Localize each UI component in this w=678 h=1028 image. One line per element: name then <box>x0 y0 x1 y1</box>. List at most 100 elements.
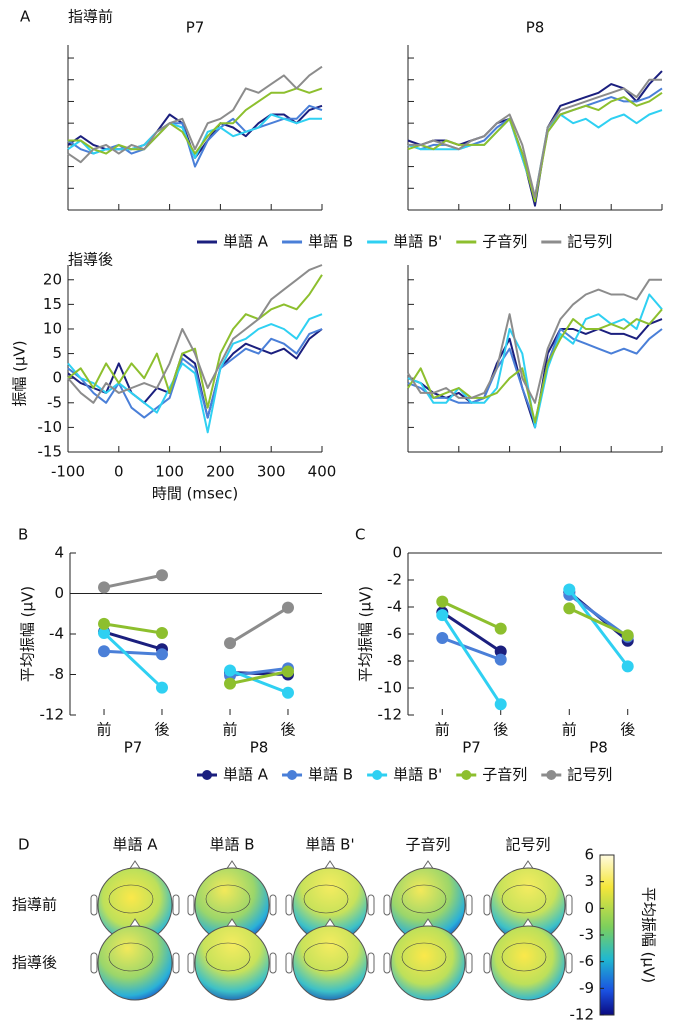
waveform <box>407 109 663 198</box>
waveform <box>67 274 323 409</box>
dot <box>563 602 576 615</box>
legend-label: 子音列 <box>482 233 527 251</box>
dot <box>436 609 449 622</box>
y-tick-label: 4 <box>54 544 64 562</box>
legend-label: 記号列 <box>567 766 612 784</box>
y-tick-label: 0 <box>52 369 62 387</box>
x-tick-label: 前 <box>97 721 112 739</box>
x-tick-label: 前 <box>435 721 450 739</box>
dot <box>621 660 634 673</box>
scalp-map <box>390 925 466 1001</box>
legend-marker <box>461 770 472 780</box>
ear <box>465 952 473 974</box>
waveform <box>407 87 663 198</box>
ear <box>565 894 573 916</box>
dot <box>98 626 111 639</box>
legend-label: 単語 B' <box>393 233 442 251</box>
group-label: P7 <box>124 739 143 757</box>
ear <box>90 952 98 974</box>
dot <box>224 664 237 677</box>
y-tick-label: -4 <box>387 598 402 616</box>
contour <box>205 942 251 972</box>
legend-label: 単語 B <box>308 766 353 784</box>
ear <box>269 952 277 974</box>
colorbar-label: 平均振幅 (μV) <box>640 887 658 983</box>
row-label: 指導前 <box>12 896 57 914</box>
y-tick-label: -8 <box>387 652 402 670</box>
pair-line <box>229 606 289 645</box>
row-label: 指導後 <box>12 954 57 972</box>
y-tick-label: -6 <box>387 625 402 643</box>
waveform <box>407 328 663 424</box>
legend-label: 単語 B <box>308 233 353 251</box>
y-tick-label: 15 <box>43 295 62 313</box>
ear <box>285 894 293 916</box>
waveform <box>407 70 663 207</box>
scalp-map <box>97 925 173 1001</box>
ear <box>367 952 375 974</box>
contour <box>401 942 447 972</box>
ear <box>187 894 195 916</box>
legend-label: 単語 A <box>223 766 269 784</box>
column-label: 子音列 <box>405 836 450 854</box>
x-tick-label: 後 <box>280 721 295 739</box>
subtitle: 指導前 <box>68 8 113 26</box>
y-tick-label: -12 <box>378 706 403 724</box>
dot <box>281 665 294 678</box>
column-label: 単語 B' <box>305 836 354 854</box>
waveform <box>67 328 323 419</box>
chart-title: P7 <box>186 19 205 37</box>
colorbar-tick-label: 3 <box>584 872 594 890</box>
subtitle: 指導後 <box>68 251 113 269</box>
pair-line <box>103 573 163 589</box>
y-tick-label: -10 <box>38 418 63 436</box>
scalp-map <box>194 925 270 1001</box>
ear <box>172 952 180 974</box>
x-tick-label: 400 <box>308 463 337 481</box>
y-axis-label: 平均振幅 (μV) <box>357 586 375 682</box>
ear <box>269 894 277 916</box>
y-tick-label: -10 <box>378 679 403 697</box>
x-tick-label: -100 <box>51 463 85 481</box>
dot <box>155 626 168 639</box>
column-label: 単語 B <box>209 836 254 854</box>
group-label: P8 <box>589 739 608 757</box>
chart-title: P8 <box>526 19 545 37</box>
contour <box>303 884 349 914</box>
dot <box>436 595 449 608</box>
waveform <box>67 264 323 404</box>
ear <box>465 894 473 916</box>
ear <box>187 952 195 974</box>
y-tick-label: 0 <box>54 584 64 602</box>
pair-line <box>103 649 163 656</box>
colorbar-tick-label: 0 <box>584 899 594 917</box>
colorbar-tick-label: -3 <box>579 926 594 944</box>
legend-label: 記号列 <box>567 233 612 251</box>
ear <box>383 952 391 974</box>
ear <box>565 952 573 974</box>
pair-line <box>441 614 502 706</box>
dot <box>224 637 237 650</box>
waveform <box>407 308 663 424</box>
contour <box>303 942 349 972</box>
panel-label: A <box>20 8 31 26</box>
y-axis-label: 平均振幅 (μV) <box>19 586 37 682</box>
y-tick-label: -2 <box>387 571 402 589</box>
waveform <box>407 278 662 404</box>
scalp-map <box>292 925 368 1001</box>
x-tick-label: 前 <box>562 721 577 739</box>
dot <box>281 601 294 614</box>
pair-line <box>441 611 502 653</box>
waveform <box>67 65 323 164</box>
y-tick-label: -15 <box>38 443 63 461</box>
waveform <box>68 87 323 155</box>
colorbar-tick-label: -12 <box>570 1006 595 1024</box>
waveform <box>407 293 663 429</box>
y-tick-label: 5 <box>52 344 62 362</box>
pair-line <box>441 636 502 662</box>
y-tick-label: -8 <box>49 665 64 683</box>
x-tick-label: 200 <box>206 463 235 481</box>
pair-line <box>229 669 289 695</box>
dot <box>224 677 237 690</box>
